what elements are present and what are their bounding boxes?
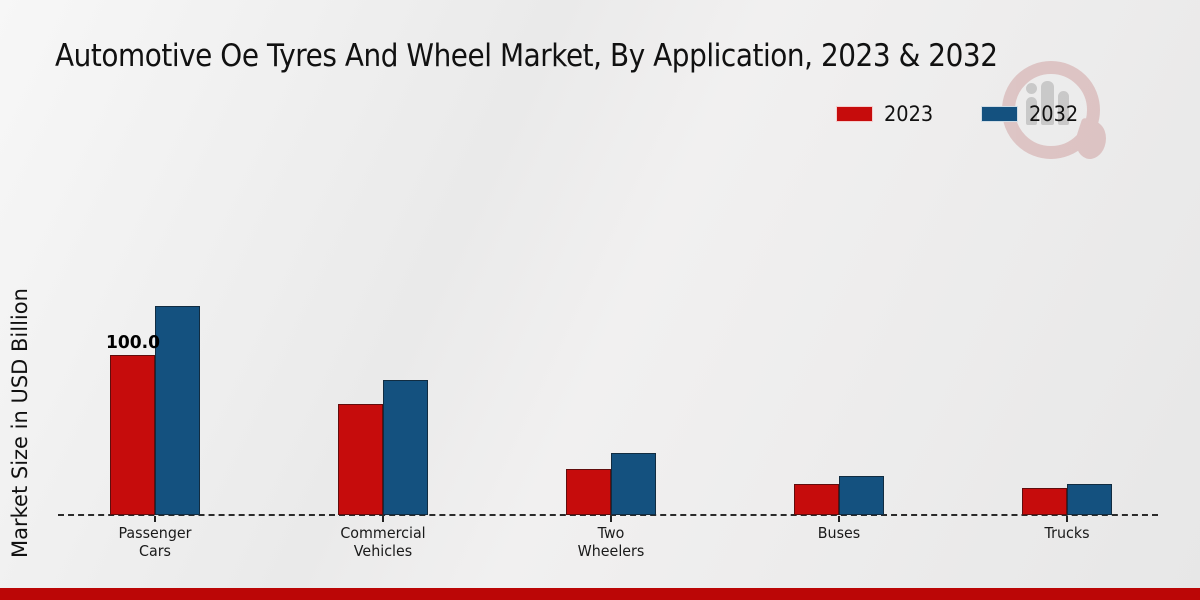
legend-swatch-2032 (981, 106, 1019, 122)
bar-2032-commercial-vehicles (383, 379, 428, 515)
bar-2023-commercial-vehicles (338, 403, 383, 515)
legend-item-2023: 2023 (836, 102, 937, 126)
watermark-bar (1058, 91, 1069, 125)
bar-2023-two-wheelers (566, 468, 611, 515)
legend-label-2032: 2032 (1029, 102, 1079, 126)
x-axis-tick-two-wheelers (610, 516, 612, 522)
bar-2032-trucks (1067, 483, 1112, 515)
watermark-bar (1026, 97, 1037, 125)
legend: 2023 2032 (836, 102, 1083, 126)
category-label-buses: Buses (817, 524, 861, 542)
bar-2023-buses (794, 483, 839, 515)
watermark-bar (1041, 81, 1054, 125)
category-label-passenger-cars: Passenger Cars (118, 524, 192, 560)
bar-2032-buses (839, 475, 884, 515)
chart-title: Automotive Oe Tyres And Wheel Market, By… (55, 38, 998, 74)
category-label-commercial-vehicles: Commercial Vehicles (340, 524, 426, 560)
legend-label-2023: 2023 (884, 102, 934, 126)
bar-2032-passenger-cars (155, 306, 200, 515)
x-axis-tick-passenger-cars (154, 516, 156, 522)
legend-item-2032: 2032 (981, 102, 1082, 126)
x-axis-tick-buses (838, 516, 840, 522)
bar-2023-trucks (1022, 487, 1067, 515)
bar-2023-passenger-cars (110, 355, 155, 515)
category-label-two-wheelers: Two Wheelers (577, 524, 645, 560)
category-label-trucks: Trucks (1044, 524, 1090, 542)
legend-swatch-2023 (836, 106, 873, 122)
bar-2032-two-wheelers (611, 452, 656, 515)
mrfr-logo-watermark (1000, 55, 1115, 163)
footer-bar (0, 588, 1200, 600)
x-axis-baseline (58, 514, 1158, 516)
bar-value-label-passenger-cars: 100.0 (105, 332, 160, 353)
x-axis-tick-commercial-vehicles (382, 516, 384, 522)
x-axis-tick-trucks (1066, 516, 1068, 522)
watermark-dot (1026, 83, 1037, 94)
